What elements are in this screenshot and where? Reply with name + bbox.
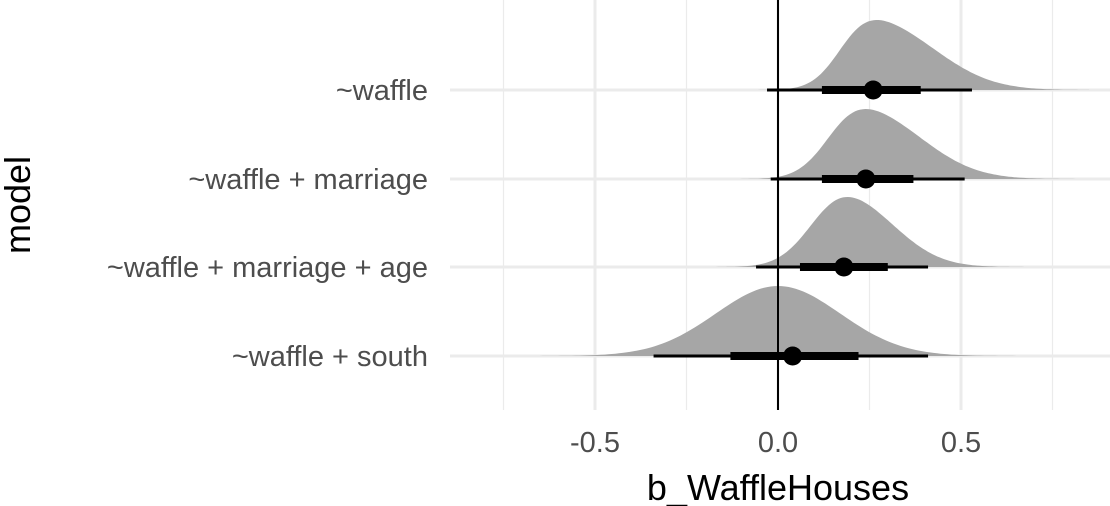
x-tick-labels: -0.5 0.0 0.5 (570, 427, 981, 459)
y-tick-label-3: ~waffle + south (232, 341, 428, 373)
x-tick-label-2: 0.5 (941, 427, 981, 459)
point-estimate-2 (834, 257, 854, 277)
y-tick-label-1: ~waffle + marriage (188, 164, 428, 196)
density-3 (485, 286, 1064, 356)
point-estimate-0 (863, 80, 883, 100)
y-axis-title: model (0, 156, 38, 254)
point-estimate-3 (783, 346, 803, 366)
y-tick-labels: ~waffle ~waffle + marriage ~waffle + marri… (107, 75, 428, 373)
x-axis-title: b_WaffleHouses (647, 467, 909, 506)
y-tick-label-0: ~waffle (336, 75, 428, 107)
density-1 (668, 109, 1079, 179)
density-layer (485, 20, 1090, 356)
y-tick-label-2: ~waffle + marriage + age (107, 252, 428, 284)
point-estimate-1 (856, 169, 876, 189)
density-2 (649, 197, 1027, 267)
x-tick-label-1: 0.0 (758, 427, 798, 459)
interval-layer (653, 80, 972, 366)
density-0 (668, 20, 1090, 90)
x-tick-label-0: -0.5 (570, 427, 620, 459)
